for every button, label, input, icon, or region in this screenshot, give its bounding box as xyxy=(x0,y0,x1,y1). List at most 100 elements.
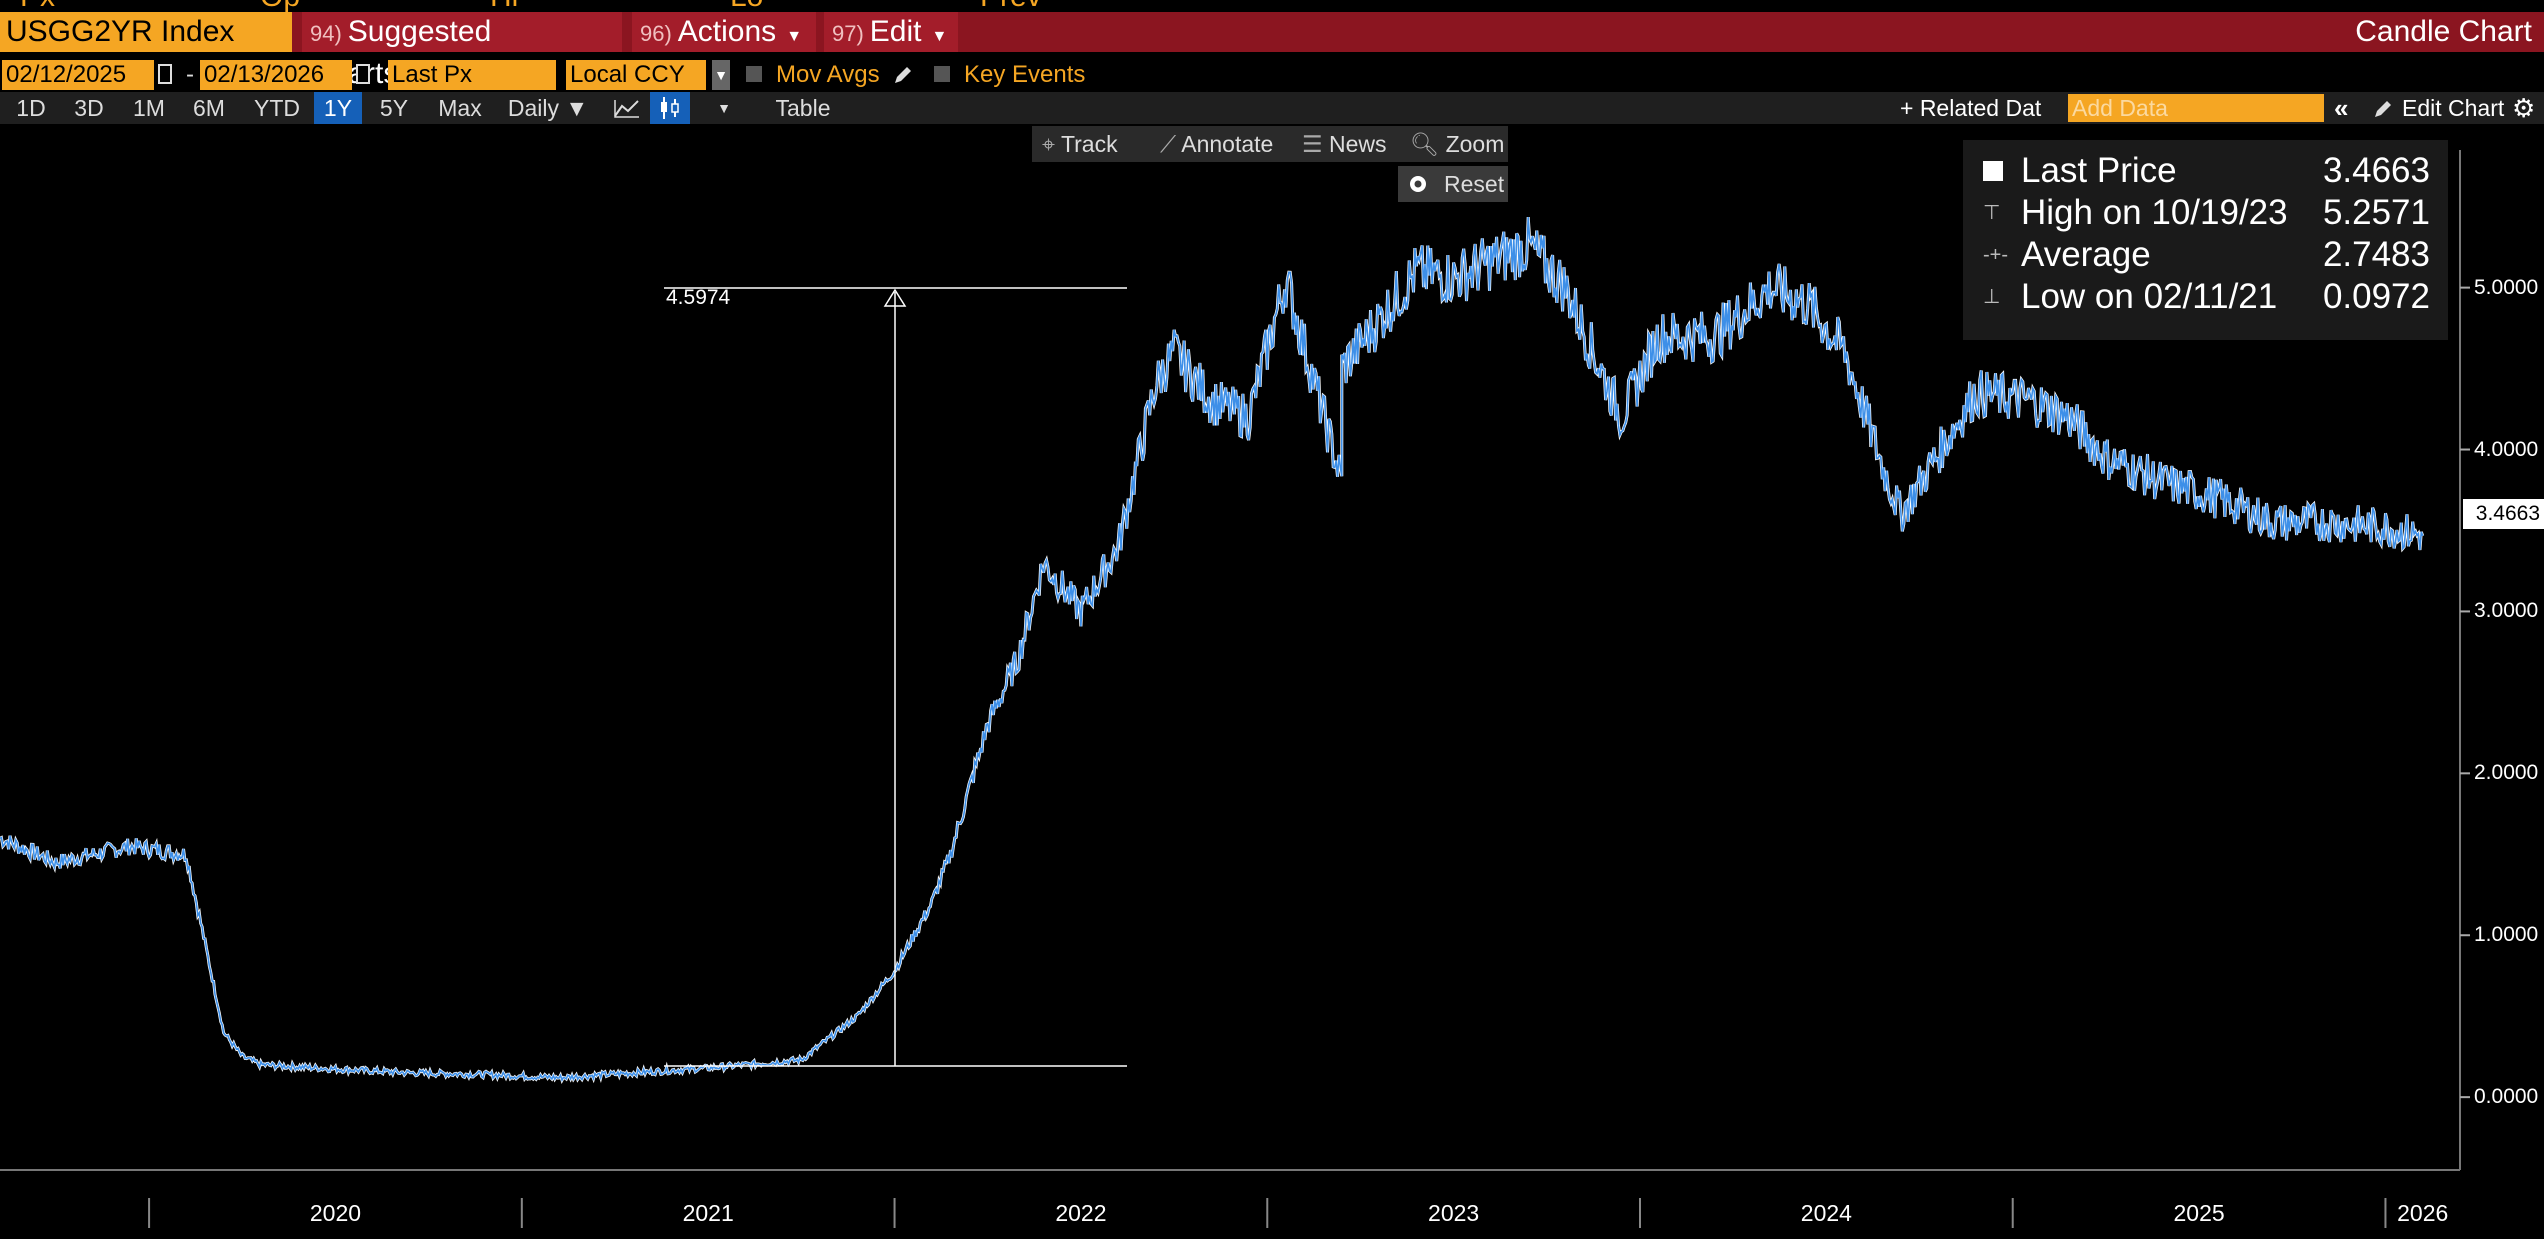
legend-row-low[interactable]: ⊥ Low on 02/11/21 0.0972 xyxy=(1963,276,2448,318)
zoom-tool[interactable]: 🔍︎ Zoom xyxy=(1410,126,1504,162)
currency-selector[interactable]: Local CCY xyxy=(566,60,706,90)
range-button-1m[interactable]: 1M xyxy=(133,95,165,121)
key-events-label[interactable]: Key Events xyxy=(964,61,1086,88)
date-separator: - xyxy=(186,61,194,88)
menu-number: 96) xyxy=(640,21,672,46)
legend-label: Low on 02/11/21 xyxy=(2021,277,2278,316)
menu-label: Edit xyxy=(869,15,922,48)
calendar-icon[interactable] xyxy=(158,64,172,84)
x-tick-label: 2023 xyxy=(1428,1200,1480,1226)
chevron-down-icon[interactable]: ▼ xyxy=(712,60,730,90)
quote-label: Hi xyxy=(490,0,518,12)
news-icon: ☰ xyxy=(1302,131,1330,157)
calendar-icon[interactable] xyxy=(356,64,370,84)
magnifier-icon: 🔍︎ xyxy=(1410,131,1446,157)
low-marker-icon: ⊥ xyxy=(1983,286,2001,308)
candle-chart-icon[interactable] xyxy=(650,92,690,124)
chart-type-title: Candle Chart xyxy=(2355,15,2532,48)
legend-value: 5.2571 xyxy=(2322,193,2430,232)
field-selector[interactable]: Last Px xyxy=(388,60,556,90)
x-tick-label: 2025 xyxy=(2173,1200,2225,1226)
high-marker-icon: ⊤ xyxy=(1983,202,2001,224)
average-marker-icon: -+- xyxy=(1983,244,2008,266)
x-tick-label: 2022 xyxy=(1055,1200,1107,1226)
range-button-max[interactable]: Max xyxy=(438,95,482,121)
annotate-tool[interactable]: ⟋ Annotate xyxy=(1160,126,1273,162)
legend-value: 3.4663 xyxy=(2322,151,2430,190)
quote-line-cut: Px Op Hi Lo Prev xyxy=(0,0,2544,12)
quote-label: Px xyxy=(20,0,55,12)
legend-value: 0.0972 xyxy=(2322,277,2430,316)
y-tick-label: 4.0000 xyxy=(2474,437,2539,461)
legend-label: High on 10/19/23 xyxy=(2021,193,2288,232)
measure-label: 4.5974 xyxy=(666,286,731,309)
y-tick-label: 0.0000 xyxy=(2474,1085,2539,1109)
line-chart-icon[interactable] xyxy=(612,96,642,120)
quote-label: Lo xyxy=(730,0,763,12)
legend-value: 2.7483 xyxy=(2322,235,2430,274)
range-button-3d[interactable]: 3D xyxy=(74,95,104,121)
related-data-label[interactable]: + Related Dat xyxy=(1900,95,2042,121)
track-tool[interactable]: ⌖ Track xyxy=(1042,126,1118,162)
chart-toolbar: ⌖ Track ⟋ Annotate ☰ News 🔍︎ Zoom xyxy=(1032,126,1508,162)
price-series-line xyxy=(0,217,2424,1083)
range-button-1y[interactable]: 1Y xyxy=(314,92,362,124)
actions-menu[interactable]: 96) Actions ▼ xyxy=(632,12,816,52)
y-tick-label: 1.0000 xyxy=(2474,923,2539,947)
gear-icon[interactable]: ⚙ xyxy=(2512,93,2536,123)
price-series-outline xyxy=(0,217,2425,1084)
legend-label: Last Price xyxy=(2021,151,2177,190)
reset-label: Reset xyxy=(1444,171,1505,197)
menu-number: 97) xyxy=(832,21,864,46)
reset-button[interactable]: Reset xyxy=(1398,166,1508,202)
news-tool[interactable]: ☰ News xyxy=(1302,126,1387,162)
pencil-icon[interactable] xyxy=(2372,98,2394,120)
y-tick-label: 2.0000 xyxy=(2474,761,2539,785)
x-tick-label: 2026 xyxy=(2397,1200,2449,1226)
range-button-5y[interactable]: 5Y xyxy=(379,95,409,121)
key-events-checkbox[interactable] xyxy=(934,66,950,82)
range-button-1d[interactable]: 1D xyxy=(16,95,46,121)
table-button[interactable]: Table xyxy=(775,95,831,121)
chevron-down-icon[interactable]: ▼ xyxy=(717,100,731,116)
zoom-label: Zoom xyxy=(1445,131,1505,157)
chevron-down-icon: ▼ xyxy=(931,28,948,45)
annotate-label: Annotate xyxy=(1181,131,1274,157)
x-tick-label: 2024 xyxy=(1800,1200,1852,1226)
start-date-field[interactable]: 02/12/2025 xyxy=(2,60,154,90)
frequency-selector[interactable]: Daily ▼ xyxy=(507,95,589,121)
legend-label: Average xyxy=(2021,235,2151,274)
legend-row-last[interactable]: Last Price 3.4663 xyxy=(1963,150,2448,192)
edit-menu[interactable]: 97) Edit ▼ xyxy=(824,12,958,52)
x-tick-label: 2020 xyxy=(309,1200,362,1226)
collapse-icon[interactable]: « xyxy=(2334,93,2349,123)
pencil-icon[interactable] xyxy=(892,64,912,86)
price-legend: Last Price 3.4663 ⊤ High on 10/19/23 5.2… xyxy=(1963,140,2448,340)
last-price-tag: 3.4663 xyxy=(2463,499,2544,529)
annotate-icon: ⟋ xyxy=(1160,131,1182,157)
add-data-input[interactable]: Add Data xyxy=(2068,94,2324,122)
quote-label: Prev xyxy=(980,0,1042,12)
legend-row-average[interactable]: -+- Average 2.7483 xyxy=(1963,234,2448,276)
legend-row-high[interactable]: ⊤ High on 10/19/23 5.2571 xyxy=(1963,192,2448,234)
y-tick-label: 5.0000 xyxy=(2474,275,2539,299)
track-label: Track xyxy=(1060,131,1118,157)
crosshair-icon: ⌖ xyxy=(1042,131,1061,157)
y-tick-label: 3.0000 xyxy=(2474,599,2539,623)
quote-label: Op xyxy=(260,0,300,12)
mov-avgs-checkbox[interactable] xyxy=(746,66,762,82)
x-tick-label: 2021 xyxy=(682,1200,734,1226)
mov-avgs-label[interactable]: Mov Avgs xyxy=(776,61,880,88)
news-label: News xyxy=(1329,131,1387,157)
menu-label: Actions xyxy=(677,15,777,48)
menu-number: 94) xyxy=(310,21,342,46)
ticker-field[interactable]: USGG2YR Index xyxy=(0,12,292,52)
chevron-down-icon: ▼ xyxy=(786,28,803,45)
measure-annotation[interactable] xyxy=(664,287,1127,1067)
edit-chart-button[interactable]: Edit Chart xyxy=(2402,95,2505,121)
reset-icon xyxy=(1410,176,1426,192)
end-date-field[interactable]: 02/13/2026 xyxy=(200,60,352,90)
range-button-6m[interactable]: 6M xyxy=(193,95,225,121)
range-button-ytd[interactable]: YTD xyxy=(254,95,300,121)
